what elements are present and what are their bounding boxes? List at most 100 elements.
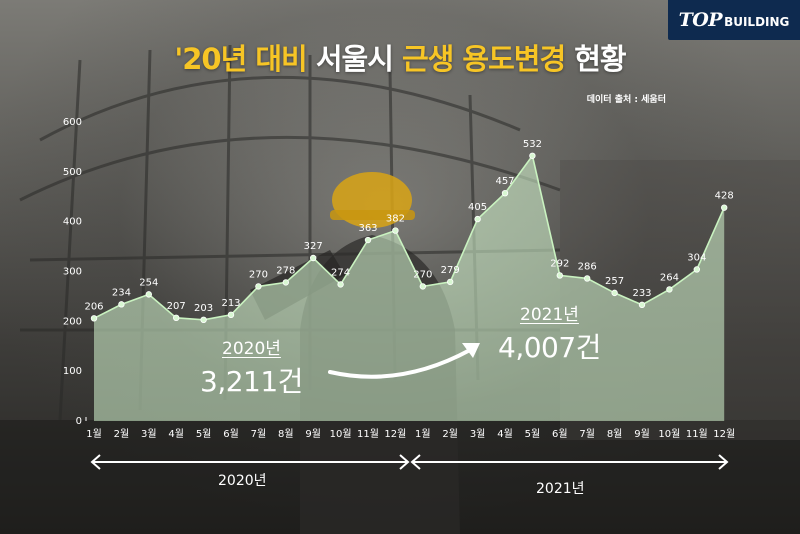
data-point [337,281,344,288]
data-label: 304 [687,252,706,263]
data-point [392,227,399,234]
data-point [255,283,262,290]
data-point [721,204,728,211]
x-tick-label: 9월 [634,428,650,440]
x-tick-label: 6월 [223,428,239,440]
x-tick-label: 1월 [86,428,102,440]
x-tick-label: 5월 [196,428,212,440]
data-label: 327 [304,241,323,252]
data-point [666,286,673,293]
x-tick-label: 8월 [607,428,623,440]
data-label: 264 [660,272,679,283]
y-tick-label: 200 [63,316,82,327]
x-axis: 1월 2월 3월 4월 5월 6월 7월 8월 9월 10월 11월 12월 1월 2월 3월 4월 5월 6월 7… [86,428,735,440]
data-label: 457 [495,176,514,187]
data-label: 274 [331,267,350,278]
data-point [638,301,646,309]
data-point [447,278,454,286]
y-tick-label: 500 [63,167,82,178]
data-label: 234 [112,287,131,298]
logo-mark: TOP [678,9,723,31]
growth-arrow [328,348,472,379]
data-labels: 206 234 254 207 203 213 270 278 327 274 363 382 270 2… [84,139,733,314]
data-point [172,314,180,322]
x-tick-label: 7월 [579,428,595,440]
x-tick-label: 2월 [114,428,130,440]
period-label-2021: 2021년 [536,481,585,497]
x-tick-label: 11월 [357,428,379,440]
period-arrow-2021 [410,454,729,470]
period-label-2020: 2020년 [218,473,267,489]
annotation-2021-count: 4,007건 [498,331,601,364]
data-point [611,289,618,297]
data-point [118,301,125,308]
x-tick-label: 12월 [384,428,406,440]
y-axis: 0 100 200 300 400 500 600 [63,117,87,427]
x-tick-label: 2월 [442,428,458,440]
x-tick-label: 3월 [470,428,486,440]
data-label: 428 [715,191,734,202]
data-label: 292 [550,258,569,269]
x-tick-label: 1월 [415,428,431,440]
data-label: 203 [194,303,213,314]
x-tick-label: 6월 [552,428,568,440]
title-part-4: 현황 [565,42,626,76]
data-label: 382 [386,214,405,225]
data-label: 532 [523,139,542,150]
x-tick-label: 11월 [686,428,708,440]
data-label: 405 [468,202,487,213]
data-point [90,315,98,322]
data-label: 213 [221,298,240,309]
data-label: 233 [632,288,651,299]
x-tick-label: 3월 [141,428,157,440]
data-label: 278 [276,265,295,276]
data-point [145,291,152,298]
y-tick-label: 600 [63,117,82,128]
data-point [364,236,372,244]
data-point [310,254,317,262]
data-label: 206 [84,301,103,312]
data-point [200,316,207,324]
x-tick-label: 8월 [278,428,294,440]
annotation-2020-label: 2020년 [222,339,281,359]
annotation-2021-label: 2021년 [520,305,579,325]
x-tick-label: 12월 [713,428,735,440]
data-point [556,272,563,279]
data-label: 270 [413,269,432,280]
x-tick-label: 10월 [658,428,680,440]
data-label: 279 [441,265,460,276]
y-tick-label: 400 [63,217,82,228]
x-tick-label: 4월 [497,428,513,440]
data-point [474,215,481,223]
data-label: 257 [605,276,624,287]
y-tick-label: 300 [63,266,82,277]
title-part-2: 서울시 [315,42,402,76]
x-tick-label: 10월 [330,428,352,440]
title-part-3: 근생 용도변경 [401,42,566,76]
chart-title: '20년 대비 서울시 근생 용도변경 현황 [0,36,800,78]
data-point [693,266,700,273]
x-tick-label: 9월 [305,428,321,440]
data-label: 254 [139,277,158,288]
y-tick-label: 0 [76,416,82,427]
period-arrow-2020 [90,454,410,470]
data-point [501,189,509,197]
x-tick-label: 4월 [168,428,184,440]
area-fill [94,155,725,422]
x-tick-label: 5월 [525,428,541,440]
data-point [227,311,235,319]
data-label: 270 [249,269,268,280]
brand-logo: TOP BUILDING [668,0,800,40]
data-point [584,275,591,282]
data-point [282,279,289,286]
title-part-1: '20년 대비 [174,42,316,76]
series-line [93,153,725,321]
annotation-2020-count: 3,211건 [200,365,303,398]
data-point [529,152,536,159]
data-point [419,283,426,290]
y-tick-label: 100 [63,366,82,377]
data-source: 데이터 출처 : 세움터 [586,95,666,105]
growth-arrow-head [462,343,480,358]
